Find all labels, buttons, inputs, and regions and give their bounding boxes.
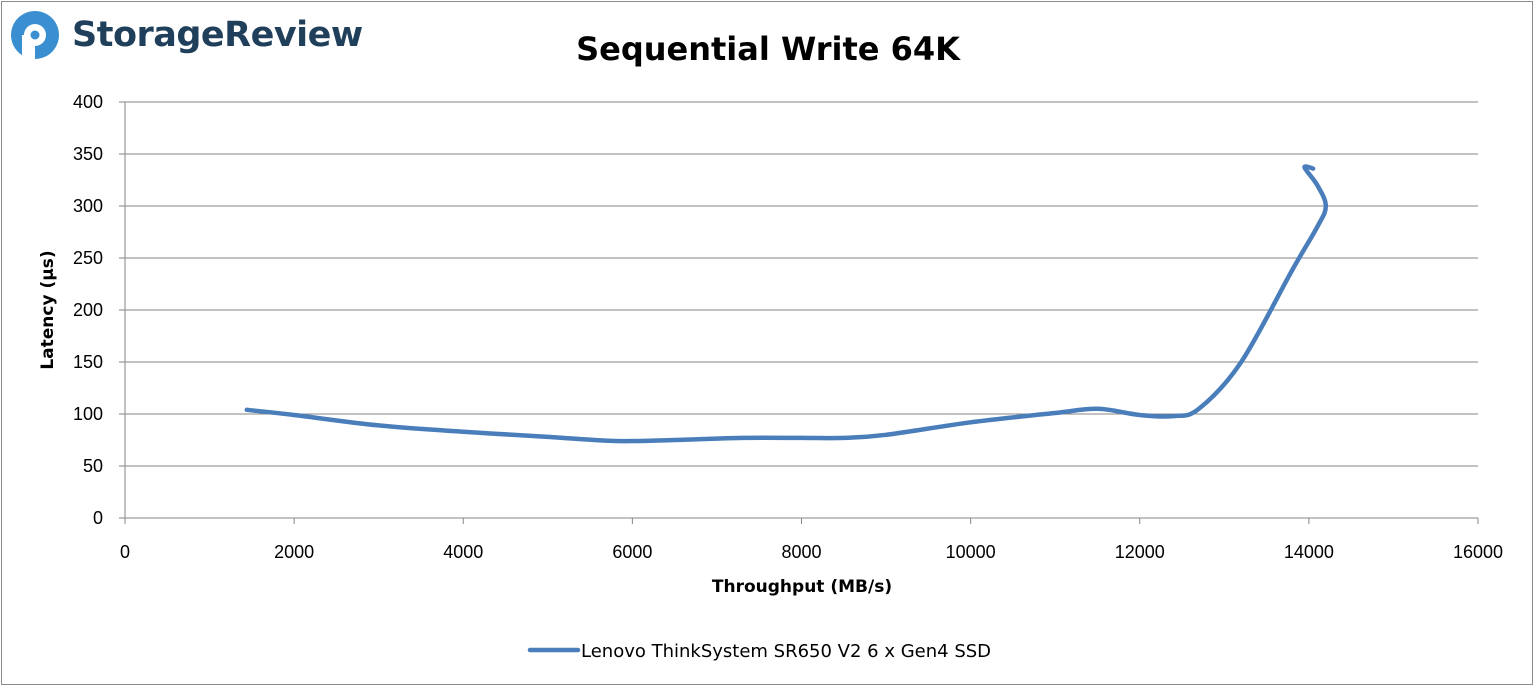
legend-label: Lenovo ThinkSystem SR650 V2 6 x Gen4 SSD (581, 641, 991, 662)
grid-lines (125, 101, 1478, 467)
y-tick-label: 400 (73, 92, 103, 112)
logo-wordmark: StorageReview (72, 15, 363, 55)
chart-title: Sequential Write 64K (576, 30, 961, 68)
x-axis-ticks: 0 2000 4000 6000 8000 10000 12000 14000 16000 (120, 518, 1503, 562)
x-tick-label: 2000 (274, 542, 314, 562)
y-tick-label: 200 (73, 300, 103, 320)
y-tick-label: 0 (93, 508, 103, 528)
legend: Lenovo ThinkSystem SR650 V2 6 x Gen4 SSD (527, 641, 991, 662)
y-tick-label: 300 (73, 196, 103, 216)
x-tick-label: 8000 (781, 542, 821, 562)
x-tick-label: 16000 (1453, 542, 1503, 562)
y-tick-label: 50 (83, 456, 103, 476)
storagereview-logo: StorageReview (10, 10, 363, 60)
y-tick-label: 350 (73, 144, 103, 164)
x-tick-label: 12000 (1115, 542, 1165, 562)
x-tick-label: 14000 (1284, 542, 1334, 562)
y-tick-label: 150 (73, 352, 103, 372)
x-tick-label: 6000 (612, 542, 652, 562)
series-group (244, 164, 1329, 444)
series-line-0 (244, 164, 1329, 444)
x-tick-label: 0 (120, 542, 130, 562)
y-tick-label: 100 (73, 404, 103, 424)
y-axis-ticks: 0 50 100 150 200 250 300 350 400 (73, 92, 125, 528)
x-axis-title: Throughput (MB/s) (712, 577, 892, 597)
logo-mark-icon (11, 11, 59, 59)
y-tick-label: 250 (73, 248, 103, 268)
x-tick-label: 10000 (946, 542, 996, 562)
x-tick-label: 4000 (443, 542, 483, 562)
y-axis-title: Latency (µs) (38, 250, 58, 369)
